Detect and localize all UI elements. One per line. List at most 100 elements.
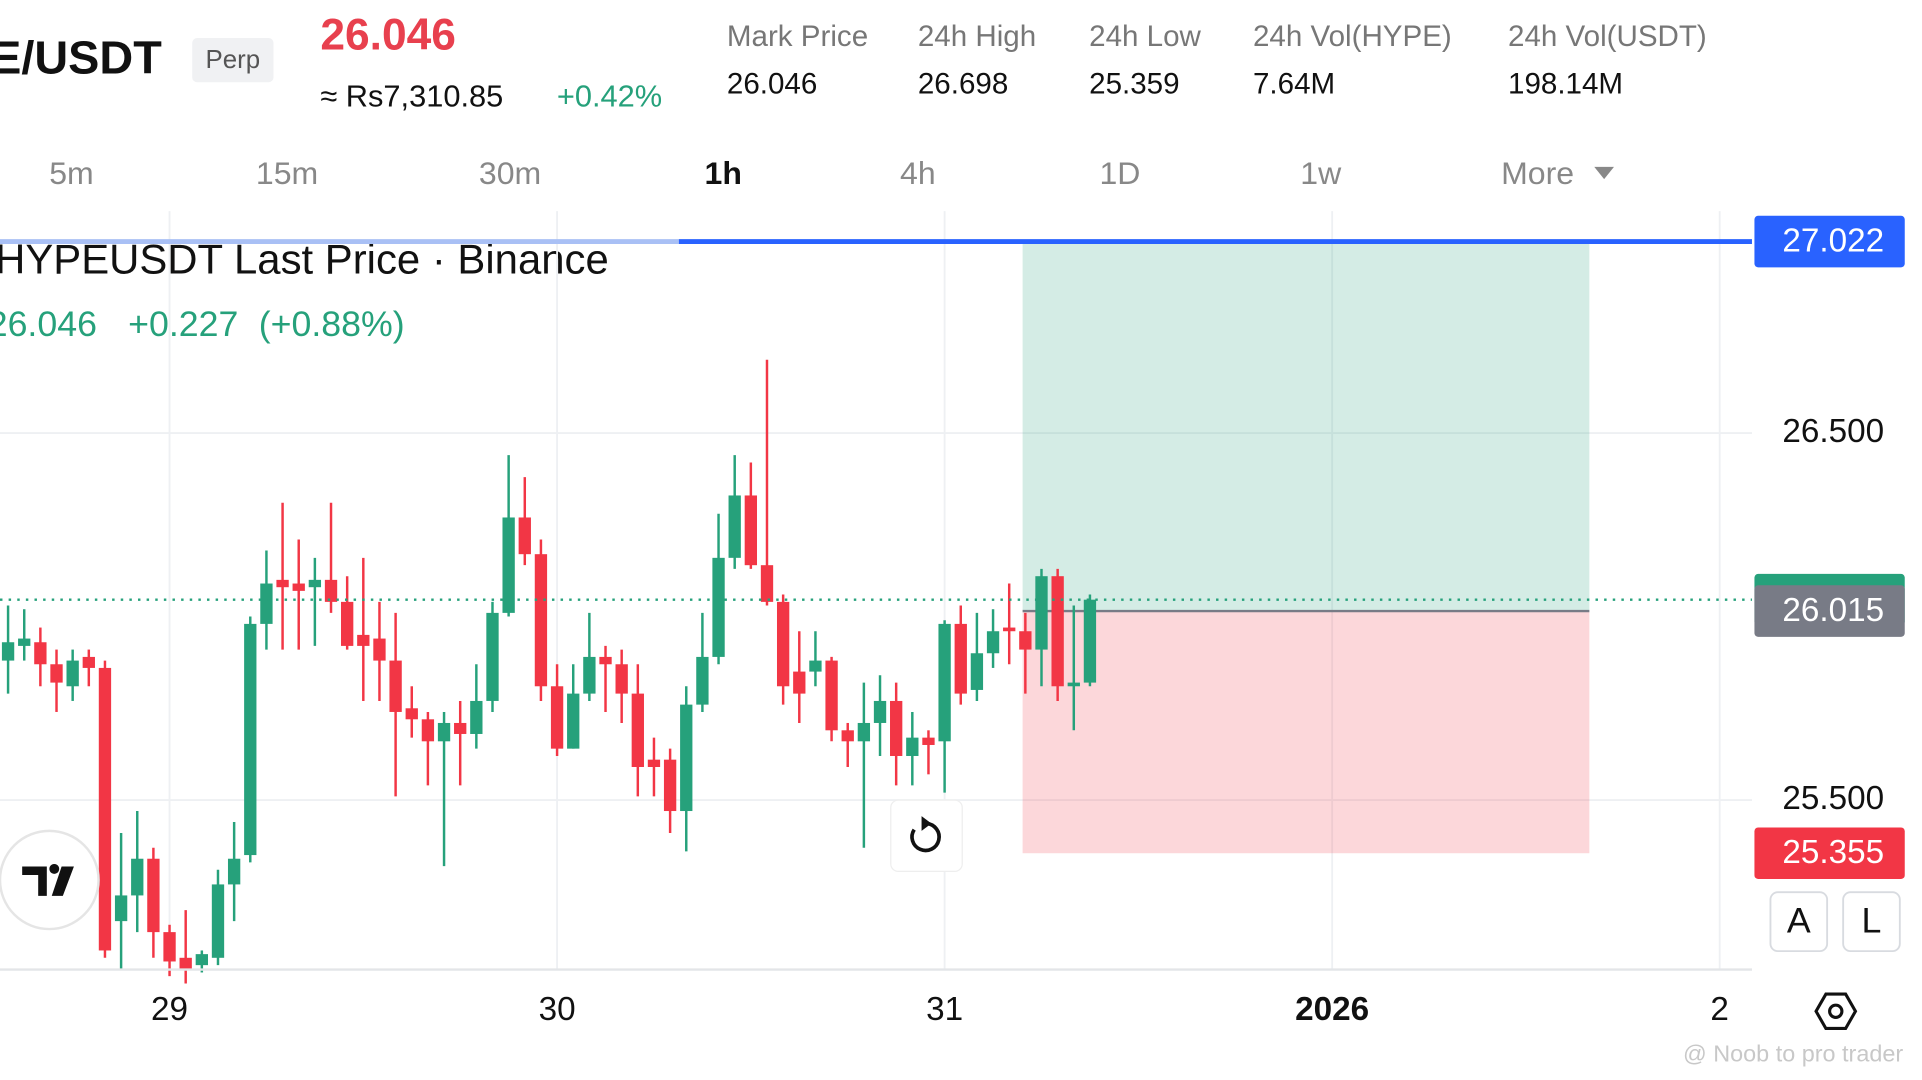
candle-body [260,583,273,624]
candle-body [873,700,887,723]
candle-body [663,759,677,812]
candle-body [793,671,806,694]
entry-price-tag [1754,585,1905,637]
candle-body [18,638,31,646]
stat-label: 24h Vol(HYPE) [1253,20,1452,53]
candle-body [1035,576,1048,650]
timeframe-tab[interactable]: 4h [900,155,936,191]
candle-body [98,667,112,951]
plot [0,211,1752,984]
candle-body [454,722,467,734]
candle-body [744,495,758,566]
candle-body [244,623,257,856]
candle-body [341,601,354,646]
target-price-label: 27.022 [1782,223,1884,260]
settings-icon[interactable] [1814,992,1858,1030]
stat-value: 26.046 [727,68,817,101]
stat-value: 198.14M [1508,68,1623,101]
y-tick-label: 26.500 [1782,413,1884,450]
candle-body [437,722,451,742]
candle-body [599,656,612,665]
candle-body [776,601,790,687]
profit-zone [1022,241,1590,612]
candle-body [986,631,1000,654]
candle-body [66,660,79,687]
candle-body [890,700,903,756]
candle-body [163,932,176,962]
candle-body [195,954,209,966]
x-tick-label: 30 [539,991,576,1028]
stat-label: 24h High [918,20,1036,53]
candle-body [857,722,871,742]
stop-price-label: 25.355 [1782,834,1884,871]
timeframe-tab[interactable]: 30m [479,155,541,191]
candle-body [970,653,984,690]
candle-body [389,660,402,712]
reset-button[interactable] [890,799,963,872]
candle-body [680,704,693,812]
x-tick-label: 2026 [1295,991,1369,1028]
scale-button-label[interactable]: L [1862,900,1882,940]
candle-body [1019,631,1032,650]
change: +0.42% [557,78,662,113]
candle-body [470,700,483,734]
y-tick-label: 25.500 [1782,780,1884,817]
candle-body [357,634,370,646]
candle-body [567,693,580,749]
candle-body [50,664,63,683]
candle-body [227,858,241,885]
candle-body [550,686,564,749]
stat-value: 7.64M [1253,68,1335,101]
x-tick-label: 2 [1710,991,1729,1028]
scale-button-label[interactable]: A [1787,900,1811,940]
candle-body [421,719,435,742]
candle-body [954,623,967,694]
candle-body [486,612,499,701]
scale-button[interactable] [1769,891,1829,953]
candle-body [179,957,192,969]
stat-value: 25.359 [1089,68,1179,101]
candle-body [825,660,838,731]
more-caret [1594,166,1614,180]
last-price: 26.046 [320,11,456,60]
symbol[interactable]: E/USDT [0,32,162,84]
timeframe-tab[interactable]: More [1501,155,1574,191]
stat-label: 24h Low [1089,20,1201,53]
candle-body [1067,682,1080,687]
candle-body [131,858,144,896]
timeframe-tab[interactable]: 1h [705,155,742,191]
legend-change-pct: (+0.88%) [259,304,405,344]
candle-body [1003,627,1016,632]
timeframe-tab[interactable]: 5m [49,155,94,191]
candle-body [1,642,15,661]
scale-button[interactable] [1842,891,1901,953]
candle-body [615,664,628,694]
candle-body [211,884,225,958]
candle-body [696,656,709,705]
candle-body [308,579,322,588]
candle-body [728,495,741,558]
timeframe-tab[interactable]: 1w [1300,155,1342,191]
candle-body [147,858,160,933]
candle-body [938,623,951,742]
legend-change: +0.227 [128,304,238,344]
candle-body [82,656,95,668]
candle-body [518,517,531,555]
tv-logo[interactable] [0,829,100,931]
watermark: @ Noob to pro trader [1683,1041,1903,1067]
stat-label: 24h Vol(USDT) [1508,20,1707,53]
reset-icon [910,821,941,853]
candle-body [373,638,386,661]
candle-body [647,759,661,767]
legend-price: 26.046 [0,304,97,344]
entry-price-label: 26.015 [1782,592,1884,629]
candle-body [114,895,128,922]
stop-price-tag [1754,827,1905,879]
candle-body [809,660,822,672]
timeframe-tab[interactable]: 15m [256,155,318,191]
tv-logo-mark [22,864,74,896]
timeframe-tab[interactable]: 1D [1099,155,1140,191]
loss-zone [1022,611,1590,854]
